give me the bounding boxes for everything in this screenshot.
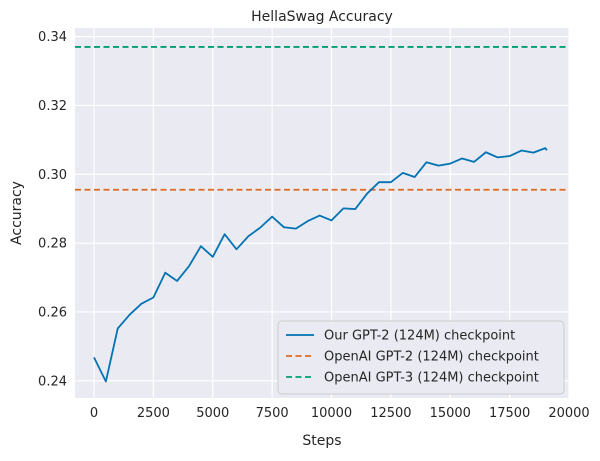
legend-label-0: Our GPT-2 (124M) checkpoint — [324, 329, 515, 344]
legend: Our GPT-2 (124M) checkpoint OpenAI GPT-2 … — [277, 320, 565, 395]
x-tick-label: 7500 — [256, 406, 289, 421]
x-tick-label: 20000 — [548, 406, 589, 421]
x-tick-label: 10000 — [311, 406, 352, 421]
x-tick-label: 15000 — [430, 406, 471, 421]
x-axis-title: Steps — [302, 433, 341, 449]
y-tick-label: 0.30 — [38, 168, 67, 183]
reference-lines — [75, 46, 569, 191]
x-tick-label: 17500 — [489, 406, 530, 421]
y-tick-label: 0.34 — [38, 30, 67, 45]
series-lines — [93, 147, 548, 383]
chart-title: HellaSwag Accuracy — [251, 9, 393, 25]
x-axis-ticks: 0 2500 5000 7500 10000 12500 15000 17500 20000 — [90, 406, 590, 421]
x-tick-label: 0 — [90, 406, 98, 421]
y-tick-label: 0.32 — [38, 99, 67, 114]
y-tick-label: 0.24 — [38, 374, 67, 389]
legend-label-1: OpenAI GPT-2 (124M) checkpoint — [324, 350, 539, 365]
legend-label-2: OpenAI GPT-3 (124M) checkpoint — [324, 371, 539, 386]
x-tick-label: 12500 — [370, 406, 411, 421]
series-line-0 — [93, 147, 548, 383]
y-axis-title: Accuracy — [9, 181, 25, 245]
y-tick-label: 0.26 — [38, 305, 67, 320]
x-tick-label: 5000 — [196, 406, 229, 421]
x-tick-label: 2500 — [137, 406, 170, 421]
y-tick-label: 0.28 — [38, 237, 67, 252]
y-axis-ticks: 0.24 0.26 0.28 0.30 0.32 0.34 — [38, 30, 67, 389]
legend-box — [277, 320, 565, 395]
